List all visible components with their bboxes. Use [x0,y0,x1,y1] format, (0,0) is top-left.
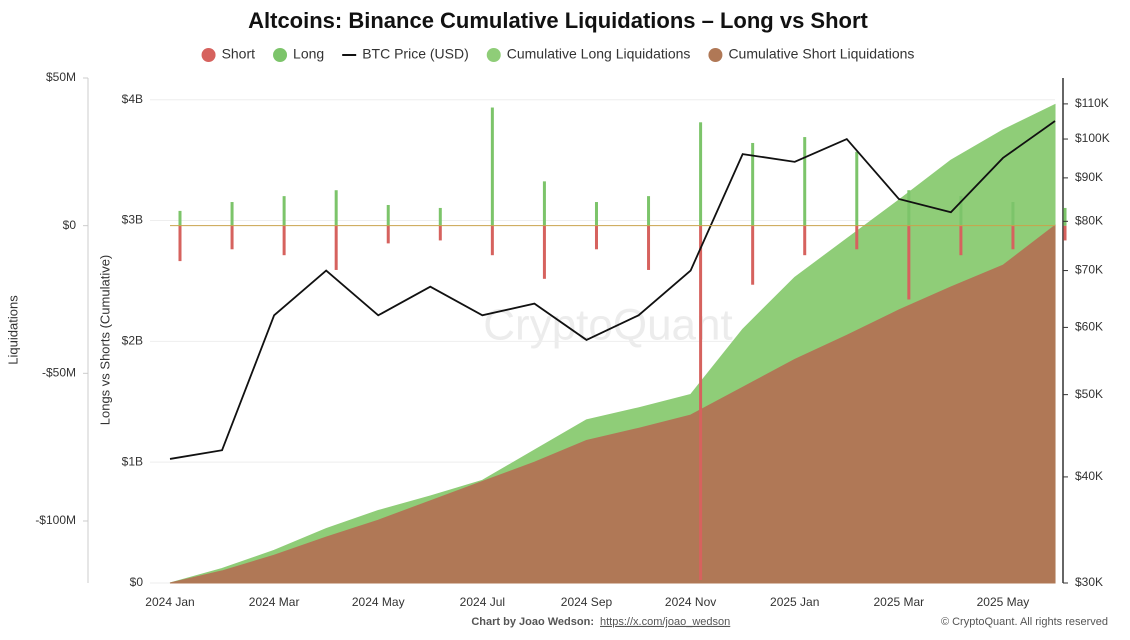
x-tick-label: 2024 Sep [561,595,613,609]
legend-label: Cumulative Long Liquidations [507,46,691,62]
bar [855,225,859,250]
bar [490,225,494,256]
bar [282,196,286,226]
bar [282,225,286,256]
bar [1063,207,1067,226]
legend-label: Long [293,46,324,62]
y-tick-label: $0 [130,575,144,589]
bar [855,151,859,226]
line [169,120,1056,460]
y-tick-label: $2B [122,334,143,348]
y-tick-label: $4B [122,92,143,106]
bar [230,225,234,250]
legend-swatch [486,48,501,62]
y3-tick-label: $0 [63,218,77,232]
bar [438,225,442,241]
x-tick-label: 2024 Nov [665,595,716,609]
y2-tick-label: $110K [1075,96,1109,110]
x-tick-label: 2024 Mar [249,595,300,609]
y2-tick-label: $60K [1075,320,1103,334]
legend-label: Cumulative Short Liquidations [728,46,914,62]
bar [907,225,911,300]
area [169,224,1056,584]
y3-tick-label: -$50M [42,365,76,379]
bar [178,225,182,262]
bar [959,196,963,226]
bar [1063,225,1067,241]
bar [699,225,703,581]
bar [647,225,651,270]
bar [490,107,494,226]
bar [751,225,755,285]
y3-axis-title: Liquidations [5,295,20,365]
x-tick-label: 2024 May [352,595,405,609]
bar [803,137,807,226]
y3-tick-label: -$100M [35,513,76,527]
y-axis-title: Longs vs Shorts (Cumulative) [97,255,112,426]
y2-tick-label: $100K [1075,131,1110,145]
bar [699,122,703,226]
bar [594,225,598,250]
bar [438,207,442,226]
bar [542,181,546,226]
footer-copyright: © CryptoQuant. All rights reserved [941,616,1108,628]
bar [334,190,338,226]
footer-credit: Chart by Joao Wedson: [471,616,594,628]
bar [542,225,546,279]
bar [230,202,234,226]
x-tick-label: 2025 Mar [873,595,924,609]
bar [334,225,338,270]
y2-tick-label: $70K [1075,263,1103,277]
x-tick-label: 2024 Jul [460,595,505,609]
legend-swatch [273,48,288,62]
y2-tick-label: $30K [1075,575,1103,589]
legend-swatch [708,48,723,62]
chart-title: Altcoins: Binance Cumulative Liquidation… [248,8,868,33]
x-tick-label: 2025 May [977,595,1030,609]
legend: Short Long BTC Price (USD) Cumulative Long … [201,46,914,62]
y-tick-label: $1B [122,454,143,468]
watermark: CryptoQuant [483,301,732,350]
bar [386,225,390,244]
y2-tick-label: $50K [1075,387,1103,401]
x-tick-label: 2025 Jan [770,595,819,609]
legend-swatch [201,48,216,62]
y2-tick-label: $80K [1075,213,1103,227]
legend-label: Short [222,46,256,62]
bar [178,210,182,226]
y-tick-label: $3B [122,213,143,227]
bar [594,202,598,226]
bar [751,142,755,226]
x-tick-label: 2024 Jan [145,595,194,609]
plot [150,99,1067,584]
bar [386,204,390,226]
bar [907,190,911,226]
bar [647,196,651,226]
y3-tick-label: $50M [46,70,76,84]
y2-tick-label: $40K [1075,469,1103,483]
bar [959,225,963,256]
bar [1011,225,1015,250]
y2-tick-label: $90K [1075,170,1103,184]
bar [803,225,807,256]
legend-label: BTC Price (USD) [362,46,469,62]
footer-link[interactable]: https://x.com/joao_wedson [600,616,730,628]
bar [1011,202,1015,226]
